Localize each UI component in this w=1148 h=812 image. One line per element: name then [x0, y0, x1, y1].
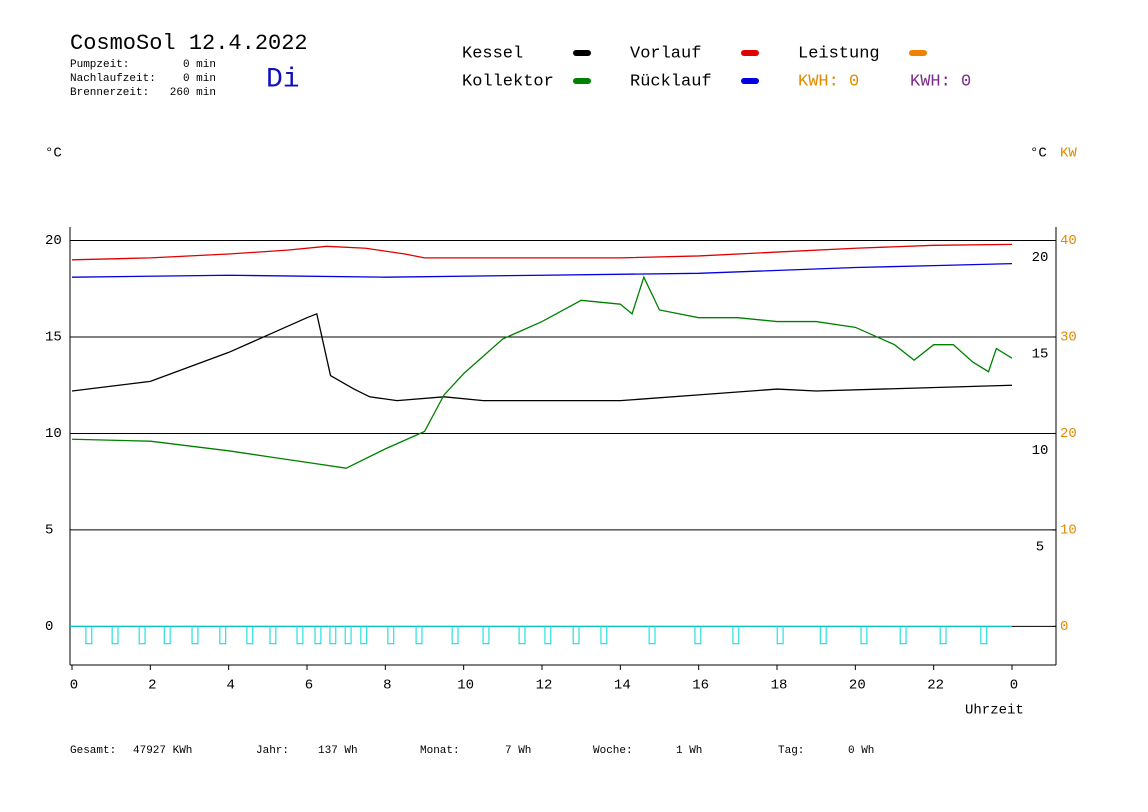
stat-label: Pumpzeit:: [70, 59, 129, 71]
footer-label: Monat:: [420, 745, 460, 757]
pulse: [219, 626, 227, 645]
legend-label: Kollektor: [462, 72, 554, 91]
pulse: [296, 626, 304, 645]
x-tick-label: 12: [536, 678, 553, 694]
legend-label: Rücklauf: [630, 72, 712, 91]
pulse: [329, 626, 337, 645]
legend-label: Vorlauf: [630, 44, 701, 63]
y-tick-label: 5: [45, 523, 53, 539]
kw-tick-label: 30: [1060, 330, 1077, 346]
series-line: [71, 312, 1013, 402]
kw-tick-label: 0: [1060, 619, 1068, 635]
legend-label: Leistung: [798, 44, 880, 63]
y2-label: °C: [1030, 146, 1047, 162]
series-line: [71, 263, 1013, 278]
pulse: [860, 626, 868, 645]
legend-label: Kessel: [462, 44, 523, 63]
kw-tick-label: 40: [1060, 233, 1077, 249]
kw-label: KW: [1060, 146, 1077, 162]
pulse: [415, 626, 423, 645]
y-tick-label: 20: [45, 233, 62, 249]
pulse: [648, 626, 656, 645]
y-tick-label: 10: [45, 426, 62, 442]
pulse: [776, 626, 784, 645]
x-tick-label: 6: [305, 678, 313, 694]
footer-label: Jahr:: [256, 745, 289, 757]
stat-label: Nachlaufzeit:: [70, 73, 156, 85]
pulse: [360, 626, 368, 645]
legend-kwh: KWH: 0: [798, 72, 859, 91]
day: Di: [266, 64, 300, 95]
stat-value: 0 min: [183, 73, 216, 85]
footer-value: 137 Wh: [318, 745, 358, 757]
pulse: [482, 626, 490, 645]
y-tick-label: 0: [45, 619, 53, 635]
pulse: [518, 626, 526, 645]
pulse: [732, 626, 740, 645]
legend-kwh: KWH: 0: [910, 72, 971, 91]
x-tick-label: 0: [70, 678, 78, 694]
x-tick-label: 0: [1010, 678, 1018, 694]
pulse: [269, 626, 277, 645]
y2-tick-label: 20: [1032, 250, 1049, 266]
y2-tick-label: 10: [1032, 443, 1049, 459]
footer-label: Woche:: [593, 745, 633, 757]
pulse: [138, 626, 146, 645]
pulse: [600, 626, 608, 645]
pulse: [163, 626, 171, 645]
footer-value: 47927 KWh: [133, 745, 192, 757]
footer-value: 1 Wh: [676, 745, 702, 757]
x-tick-label: 16: [692, 678, 709, 694]
pulse: [191, 626, 199, 645]
pulse: [939, 626, 947, 645]
x-tick-label: 8: [383, 678, 391, 694]
y-tick-label: 15: [45, 330, 62, 346]
footer-value: 0 Wh: [848, 745, 874, 757]
pulse: [246, 626, 254, 645]
x-tick-label: 14: [614, 678, 631, 694]
x-tick-label: 4: [226, 678, 234, 694]
pulse: [314, 626, 322, 645]
x-tick-label: 10: [457, 678, 474, 694]
x-label: Uhrzeit: [965, 703, 1024, 719]
pulse: [980, 626, 988, 645]
pulse: [572, 626, 580, 645]
x-tick-label: 22: [927, 678, 944, 694]
pulse: [544, 626, 552, 645]
pulse: [819, 626, 827, 645]
stat-value: 260 min: [170, 87, 216, 99]
pulse: [387, 626, 395, 645]
stat-value: 0 min: [183, 59, 216, 71]
pulse: [694, 626, 702, 645]
x-tick-label: 18: [771, 678, 788, 694]
title: CosmoSol 12.4.2022: [70, 31, 308, 56]
pulse: [899, 626, 907, 645]
y2-tick-label: 15: [1032, 347, 1049, 363]
y2-tick-label: 5: [1036, 540, 1044, 556]
x-tick-label: 20: [849, 678, 866, 694]
stat-label: Brennerzeit:: [70, 87, 149, 99]
footer-label: Tag:: [778, 745, 804, 757]
kw-tick-label: 20: [1060, 426, 1077, 442]
x-tick-label: 2: [148, 678, 156, 694]
y-label: °C: [45, 146, 62, 162]
pulse: [111, 626, 119, 645]
footer-value: 7 Wh: [505, 745, 531, 757]
series-line: [71, 243, 1013, 261]
series-line: [71, 275, 1013, 469]
pulse: [85, 626, 93, 645]
kw-tick-label: 10: [1060, 523, 1077, 539]
pulse: [344, 626, 352, 645]
footer-label: Gesamt:: [70, 745, 116, 757]
pulse: [451, 626, 459, 645]
